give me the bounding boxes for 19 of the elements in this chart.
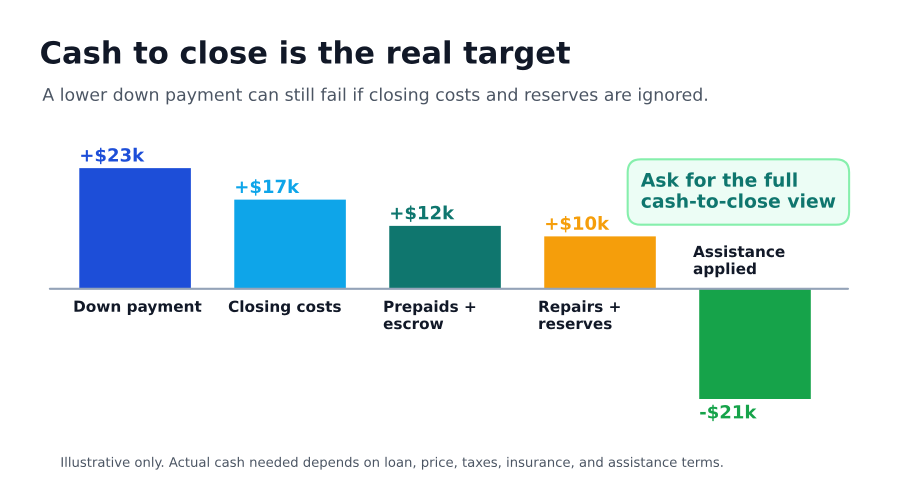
text: Illustrative only. Actual cash needed depends on loan, price, taxes, insurance, and assistance terms.	[62, 456, 722, 470]
bar	[79, 168, 191, 289]
chart-subtitle: A lower down payment can still fail if closing costs and reserves are ignored.	[42, 88, 707, 104]
data-label: +$17k	[236, 179, 300, 196]
bar	[544, 236, 656, 289]
x-tick-label: Closing costs	[228, 300, 341, 316]
bar	[699, 288, 811, 399]
x-tick-label: Repairs + reserves	[539, 300, 620, 330]
annotation: Ask for the full cash-to-close view	[640, 172, 836, 208]
data-label: +$23k	[81, 148, 144, 164]
data-label: +$12k	[391, 205, 454, 222]
bar	[389, 226, 501, 289]
x-tick-label: Down payment	[74, 300, 202, 316]
x-tick-label: Assistance applied	[693, 245, 785, 278]
data-label: -$21k	[700, 404, 757, 422]
bar	[234, 200, 346, 289]
chart-title: Cash to close is the real target	[41, 40, 570, 70]
x-tick-label: Prepaids + escrow	[384, 300, 476, 330]
data-label: +$10k	[546, 216, 610, 232]
